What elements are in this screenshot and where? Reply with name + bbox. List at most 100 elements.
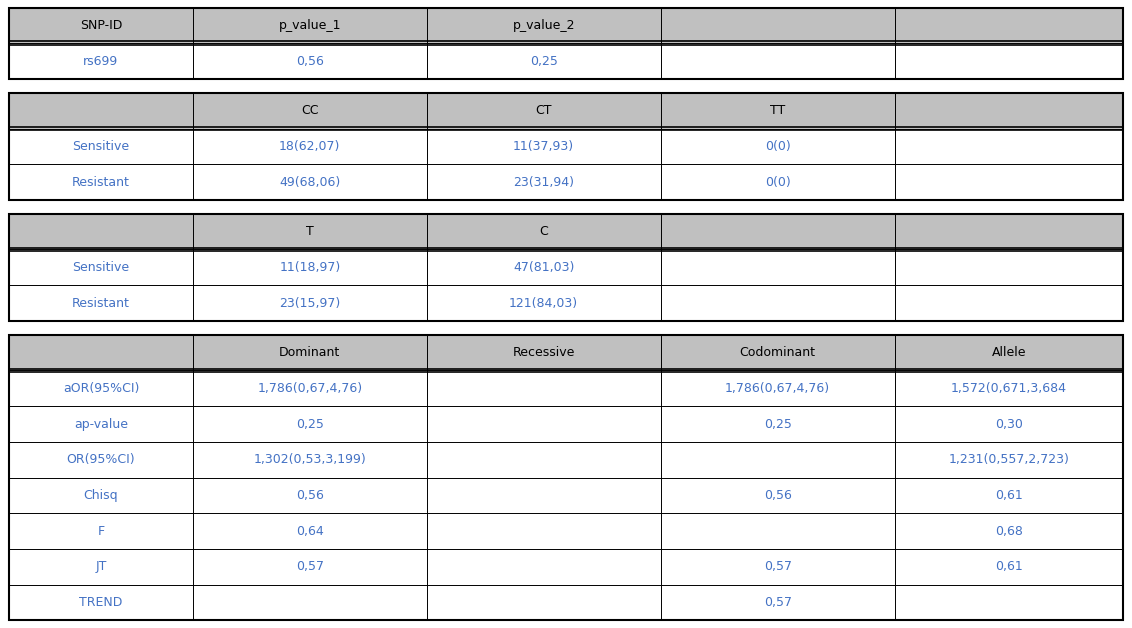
Text: C: C (539, 225, 548, 238)
Text: 23(15,97): 23(15,97) (280, 296, 341, 310)
Bar (427, 442, 661, 478)
Bar (9, 335, 1123, 620)
Text: 0(0): 0(0) (765, 140, 790, 153)
Text: 1,572(0,671,3,684: 1,572(0,671,3,684 (951, 382, 1066, 395)
Bar (9, 129, 192, 165)
Bar (192, 165, 427, 200)
Bar (9, 371, 192, 406)
Text: 1,302(0,53,3,199): 1,302(0,53,3,199) (254, 453, 366, 466)
Bar (427, 478, 661, 513)
Bar (9, 249, 192, 285)
Bar (661, 549, 894, 585)
Text: 47(81,03): 47(81,03) (513, 261, 574, 274)
Text: 0,64: 0,64 (295, 524, 324, 538)
Text: aOR(95%CI): aOR(95%CI) (62, 382, 139, 395)
Bar (9, 8, 1123, 79)
Text: 0,61: 0,61 (995, 560, 1022, 573)
Text: 11(37,93): 11(37,93) (513, 140, 574, 153)
Text: 0,68: 0,68 (995, 524, 1022, 538)
Bar (9, 8, 192, 43)
Bar (894, 549, 1123, 585)
Text: ap-value: ap-value (74, 418, 128, 431)
Text: 1,231(0,557,2,723): 1,231(0,557,2,723) (949, 453, 1070, 466)
Text: Resistant: Resistant (72, 176, 130, 188)
Bar (894, 335, 1123, 371)
Text: Recessive: Recessive (513, 346, 575, 359)
Bar (427, 165, 661, 200)
Text: Chisq: Chisq (84, 489, 118, 502)
Bar (894, 371, 1123, 406)
Text: CC: CC (301, 104, 318, 117)
Bar (427, 335, 661, 371)
Text: Resistant: Resistant (72, 296, 130, 310)
Bar (192, 214, 427, 249)
Bar (192, 513, 427, 549)
Text: 49(68,06): 49(68,06) (280, 176, 341, 188)
Bar (661, 43, 894, 79)
Text: 0,56: 0,56 (764, 489, 791, 502)
Text: 0,25: 0,25 (764, 418, 791, 431)
Bar (894, 93, 1123, 129)
Bar (661, 249, 894, 285)
Bar (9, 442, 192, 478)
Bar (192, 442, 427, 478)
Bar (192, 406, 427, 442)
Text: 0,30: 0,30 (995, 418, 1022, 431)
Bar (661, 8, 894, 43)
Text: TREND: TREND (79, 596, 122, 609)
Text: Sensitive: Sensitive (72, 261, 129, 274)
Text: JT: JT (95, 560, 106, 573)
Text: 0,61: 0,61 (995, 489, 1022, 502)
Text: 0,25: 0,25 (530, 55, 558, 68)
Bar (894, 406, 1123, 442)
Text: OR(95%CI): OR(95%CI) (67, 453, 135, 466)
Bar (661, 585, 894, 620)
Bar (9, 93, 1123, 200)
Bar (661, 214, 894, 249)
Bar (661, 478, 894, 513)
Bar (192, 285, 427, 321)
Bar (427, 406, 661, 442)
Bar (894, 585, 1123, 620)
Bar (9, 585, 192, 620)
Bar (427, 93, 661, 129)
Bar (894, 442, 1123, 478)
Bar (661, 93, 894, 129)
Text: 0,56: 0,56 (295, 55, 324, 68)
Bar (9, 285, 192, 321)
Text: 18(62,07): 18(62,07) (280, 140, 341, 153)
Text: 0,57: 0,57 (295, 560, 324, 573)
Bar (9, 406, 192, 442)
Text: Allele: Allele (992, 346, 1026, 359)
Bar (661, 406, 894, 442)
Bar (9, 165, 192, 200)
Bar (192, 8, 427, 43)
Bar (427, 214, 661, 249)
Bar (9, 549, 192, 585)
Text: p_value_1: p_value_1 (278, 19, 341, 32)
Text: Codominant: Codominant (739, 346, 816, 359)
Bar (192, 129, 427, 165)
Bar (9, 335, 192, 371)
Text: SNP-ID: SNP-ID (79, 19, 122, 32)
Text: rs699: rs699 (84, 55, 119, 68)
Bar (427, 513, 661, 549)
Bar (427, 371, 661, 406)
Text: T: T (306, 225, 314, 238)
Bar (661, 285, 894, 321)
Bar (661, 442, 894, 478)
Text: 1,786(0,67,4,76): 1,786(0,67,4,76) (257, 382, 362, 395)
Bar (9, 478, 192, 513)
Bar (661, 165, 894, 200)
Bar (427, 43, 661, 79)
Text: 0,56: 0,56 (295, 489, 324, 502)
Text: p_value_2: p_value_2 (513, 19, 575, 32)
Bar (661, 129, 894, 165)
Bar (9, 93, 192, 129)
Bar (427, 549, 661, 585)
Text: Dominant: Dominant (280, 346, 341, 359)
Bar (661, 371, 894, 406)
Bar (427, 8, 661, 43)
Bar (427, 249, 661, 285)
Bar (9, 214, 1123, 321)
